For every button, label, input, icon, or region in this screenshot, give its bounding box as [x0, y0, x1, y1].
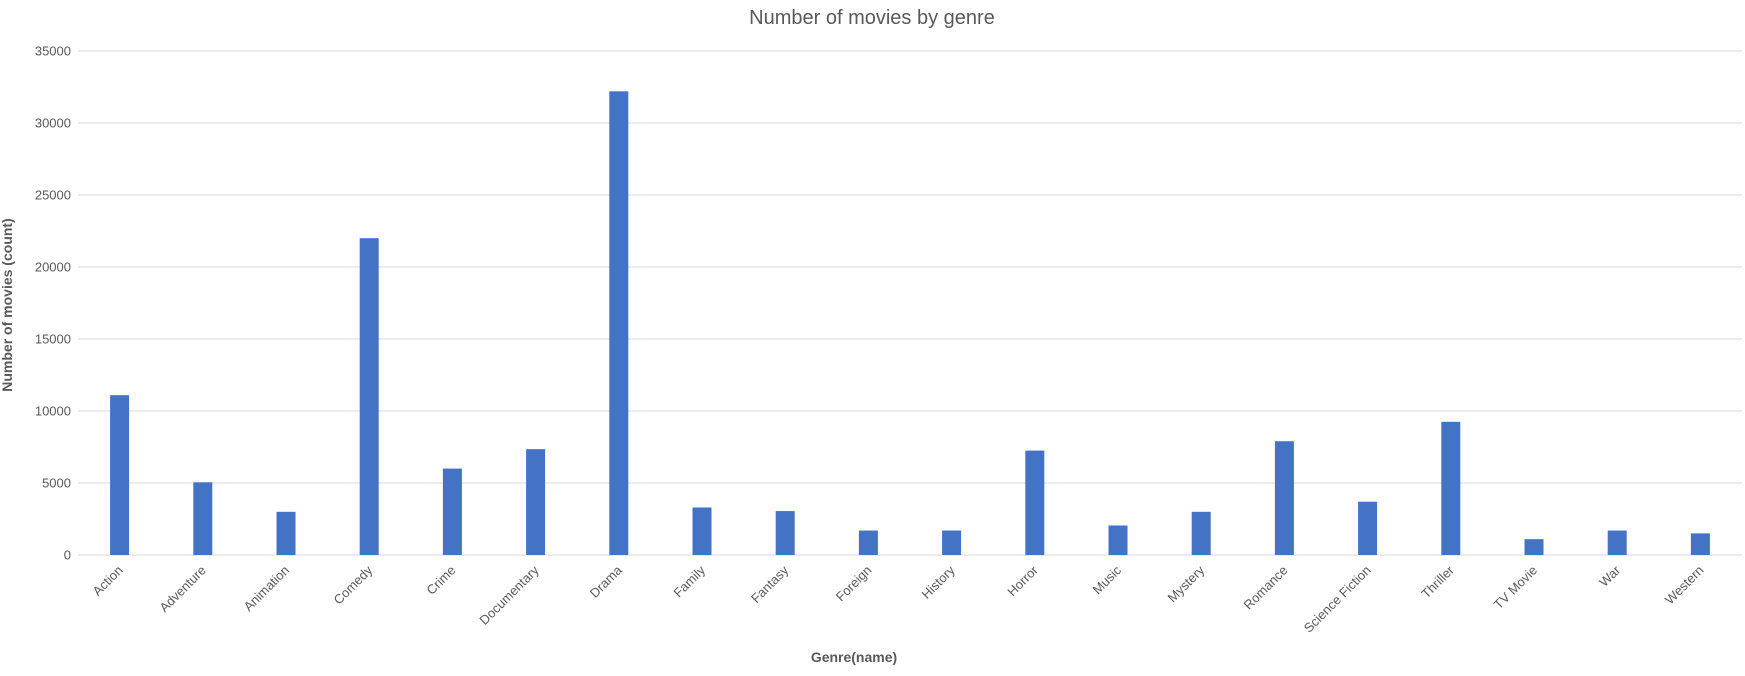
bar-tv-movie [1524, 539, 1544, 555]
x-tick-label: Foreign [833, 563, 875, 605]
x-tick-label: Horror [1004, 562, 1041, 599]
x-tick-label: Family [670, 562, 708, 600]
x-tick-label: TV Movie [1491, 563, 1540, 612]
x-tick-label: Documentary [476, 562, 542, 628]
x-tick-label: Music [1090, 562, 1125, 597]
bar-crime [442, 468, 462, 555]
bar-foreign [858, 530, 878, 555]
bar-animation [276, 511, 296, 555]
x-axis-ticks: Action Adventure Animation Comedy Crime Docum… [90, 562, 1707, 635]
bar-comedy [359, 238, 379, 555]
bar-science-fiction [1358, 501, 1378, 555]
x-tick-label: Adventure [156, 563, 209, 616]
x-tick-label: Crime [423, 563, 458, 598]
y-tick-label: 35000 [35, 44, 71, 59]
bar-action [110, 395, 130, 555]
bars [110, 91, 1710, 555]
y-tick-label: 0 [64, 548, 71, 563]
x-tick-label: Mystery [1165, 562, 1208, 605]
x-tick-label: History [919, 562, 959, 602]
bar-horror [1025, 450, 1045, 555]
y-axis-ticks: 0 5000 10000 15000 20000 25000 30000 35000 [35, 44, 71, 563]
bar-thriller [1441, 421, 1461, 555]
y-tick-label: 20000 [35, 260, 71, 275]
bar-mystery [1191, 511, 1211, 555]
y-tick-label: 10000 [35, 404, 71, 419]
x-tick-label: Science Fiction [1301, 563, 1374, 636]
x-tick-label: Drama [587, 562, 626, 601]
bar-romance [1274, 441, 1294, 555]
x-tick-label: Thriller [1418, 562, 1457, 601]
bar-western [1690, 533, 1710, 555]
y-axis-title: Number of movies (count) [0, 218, 15, 391]
x-tick-label: Romance [1241, 563, 1291, 613]
bar-drama [609, 91, 629, 555]
x-tick-label: Animation [241, 563, 292, 614]
y-tick-label: 25000 [35, 188, 71, 203]
bar-documentary [526, 449, 546, 555]
chart-title: Number of movies by genre [749, 7, 995, 29]
bar-music [1108, 525, 1128, 555]
bar-war [1607, 530, 1627, 555]
x-tick-label: Action [90, 563, 126, 599]
x-tick-label: War [1596, 562, 1624, 590]
x-axis-title: Genre(name) [811, 649, 897, 665]
bar-family [692, 507, 712, 555]
y-tick-label: 5000 [42, 476, 71, 491]
bar-history [942, 530, 962, 555]
x-tick-label: Western [1662, 563, 1707, 608]
y-tick-label: 15000 [35, 332, 71, 347]
bar-fantasy [775, 511, 795, 555]
gridlines [78, 50, 1742, 556]
x-tick-label: Fantasy [748, 562, 792, 606]
x-tick-label: Comedy [330, 562, 375, 607]
bar-adventure [193, 482, 213, 555]
y-tick-label: 30000 [35, 116, 71, 131]
